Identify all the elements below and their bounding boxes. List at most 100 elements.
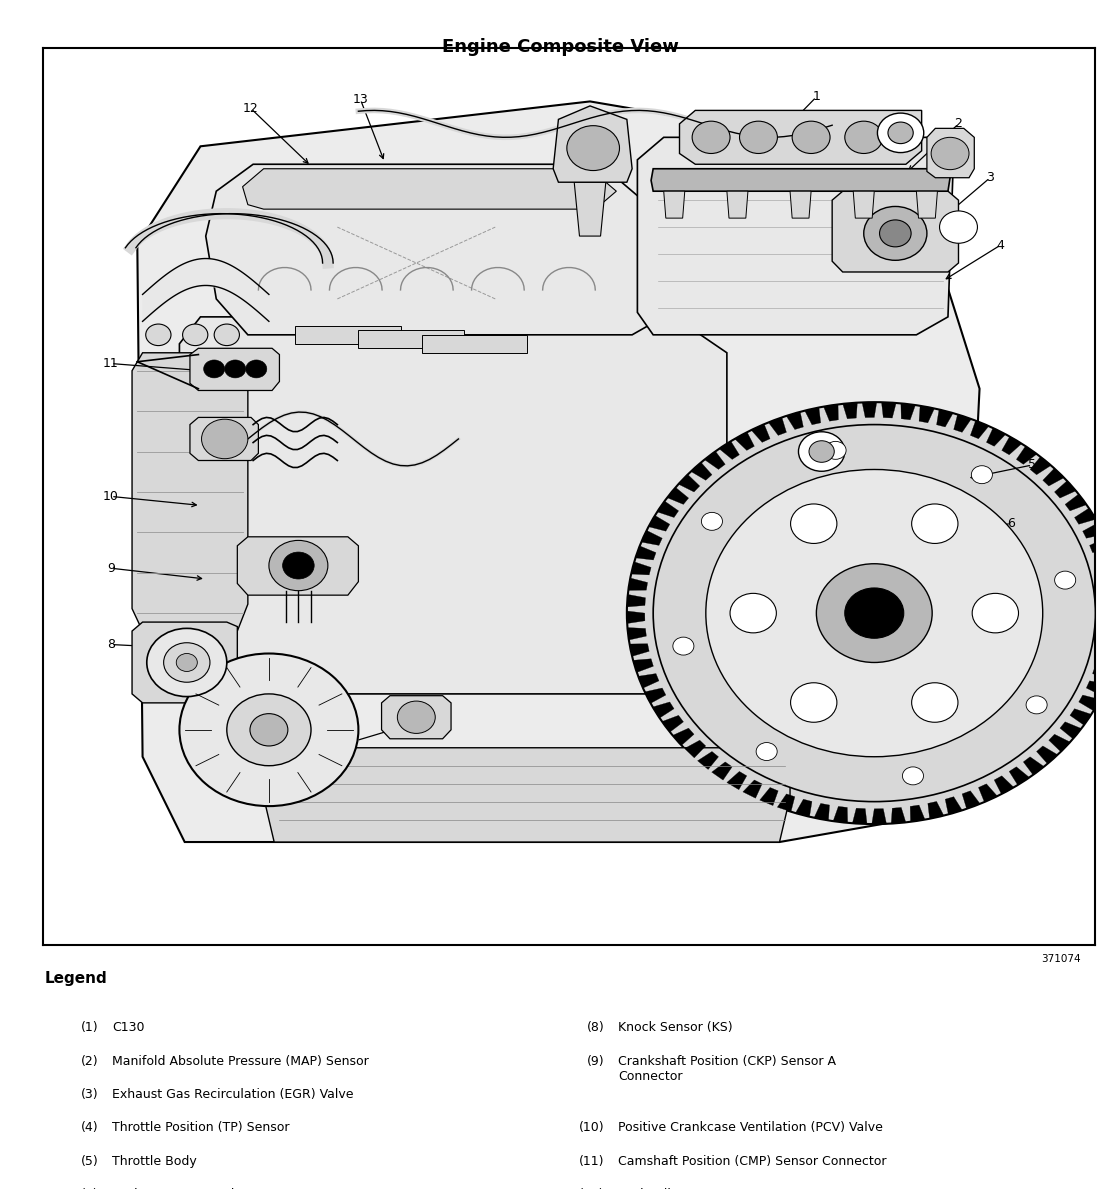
Text: Throttle Body: Throttle Body	[112, 1155, 197, 1168]
Polygon shape	[1001, 436, 1021, 454]
Polygon shape	[727, 191, 748, 218]
Polygon shape	[637, 138, 953, 335]
Polygon shape	[1060, 722, 1081, 738]
Polygon shape	[1048, 735, 1070, 751]
Text: (4): (4)	[81, 1121, 99, 1134]
Polygon shape	[673, 728, 694, 746]
Polygon shape	[1016, 446, 1037, 464]
Circle shape	[879, 220, 912, 247]
Circle shape	[282, 552, 315, 579]
Text: 3: 3	[986, 171, 995, 184]
Polygon shape	[970, 421, 989, 439]
Circle shape	[844, 589, 904, 638]
Polygon shape	[1098, 652, 1118, 665]
Polygon shape	[635, 546, 656, 560]
Circle shape	[398, 702, 436, 734]
Polygon shape	[629, 643, 650, 656]
Polygon shape	[995, 776, 1014, 794]
Polygon shape	[553, 106, 632, 182]
Circle shape	[792, 121, 830, 153]
Text: (6): (6)	[81, 1188, 99, 1189]
Polygon shape	[987, 428, 1006, 446]
Polygon shape	[296, 326, 401, 344]
Text: Fuel Pressure Regulator: Fuel Pressure Regulator	[112, 1188, 260, 1189]
Polygon shape	[1079, 696, 1100, 711]
Circle shape	[912, 504, 958, 543]
Circle shape	[653, 424, 1095, 801]
Polygon shape	[752, 424, 771, 442]
Text: Knock Sensor (KS): Knock Sensor (KS)	[618, 1021, 732, 1034]
Polygon shape	[628, 578, 647, 591]
Text: 12: 12	[243, 102, 259, 115]
Circle shape	[971, 466, 992, 484]
Polygon shape	[698, 751, 719, 769]
Polygon shape	[632, 562, 651, 575]
Polygon shape	[680, 111, 922, 164]
Polygon shape	[871, 809, 886, 824]
Polygon shape	[900, 403, 915, 420]
Polygon shape	[833, 806, 848, 823]
Text: Legend: Legend	[45, 971, 108, 987]
Circle shape	[825, 441, 846, 459]
Polygon shape	[627, 628, 646, 640]
Polygon shape	[881, 402, 896, 419]
Polygon shape	[911, 805, 925, 822]
Polygon shape	[638, 674, 659, 688]
Polygon shape	[132, 353, 248, 631]
Polygon shape	[920, 405, 934, 423]
Text: (9): (9)	[587, 1055, 605, 1068]
Polygon shape	[892, 807, 906, 824]
Polygon shape	[627, 611, 645, 623]
Polygon shape	[1037, 746, 1057, 763]
Polygon shape	[664, 191, 684, 218]
Polygon shape	[862, 402, 877, 417]
Circle shape	[250, 713, 288, 746]
Text: 4: 4	[997, 239, 1005, 252]
Polygon shape	[768, 417, 786, 435]
Circle shape	[179, 654, 358, 806]
Polygon shape	[916, 191, 937, 218]
Text: (8): (8)	[587, 1021, 605, 1034]
Text: 11: 11	[103, 357, 119, 370]
Text: 2: 2	[954, 118, 962, 131]
Text: 13: 13	[353, 93, 368, 106]
Circle shape	[756, 743, 777, 761]
Text: (1): (1)	[81, 1021, 99, 1034]
Polygon shape	[759, 787, 778, 806]
Polygon shape	[421, 335, 526, 353]
Text: 9: 9	[108, 561, 115, 574]
Polygon shape	[653, 702, 674, 718]
Circle shape	[940, 210, 978, 244]
Polygon shape	[633, 659, 653, 673]
Polygon shape	[727, 772, 747, 789]
Circle shape	[888, 122, 913, 144]
Polygon shape	[832, 191, 959, 272]
Text: 1: 1	[812, 90, 820, 103]
Polygon shape	[823, 404, 839, 421]
Circle shape	[972, 593, 1018, 633]
Polygon shape	[190, 348, 280, 390]
Text: Fuel Rail: Fuel Rail	[618, 1188, 671, 1189]
Polygon shape	[1009, 767, 1029, 785]
Polygon shape	[190, 417, 259, 460]
Polygon shape	[719, 441, 739, 459]
Text: (10): (10)	[579, 1121, 605, 1134]
Polygon shape	[679, 474, 700, 492]
Text: Manifold Absolute Pressure (MAP) Sensor: Manifold Absolute Pressure (MAP) Sensor	[112, 1055, 368, 1068]
Polygon shape	[743, 780, 762, 798]
Polygon shape	[1086, 681, 1108, 696]
Circle shape	[164, 643, 209, 682]
Polygon shape	[704, 452, 726, 470]
Circle shape	[214, 325, 240, 346]
Polygon shape	[651, 169, 950, 191]
Polygon shape	[786, 411, 803, 429]
Polygon shape	[648, 516, 670, 531]
Polygon shape	[795, 799, 812, 817]
Text: (2): (2)	[81, 1055, 99, 1068]
Text: Engine Composite View: Engine Composite View	[441, 38, 679, 56]
Polygon shape	[645, 688, 666, 704]
Text: 5: 5	[1028, 459, 1036, 472]
Circle shape	[706, 470, 1043, 756]
Text: Positive Crankcase Ventilation (PCV) Valve: Positive Crankcase Ventilation (PCV) Val…	[618, 1121, 883, 1134]
Text: (12): (12)	[579, 1188, 605, 1189]
